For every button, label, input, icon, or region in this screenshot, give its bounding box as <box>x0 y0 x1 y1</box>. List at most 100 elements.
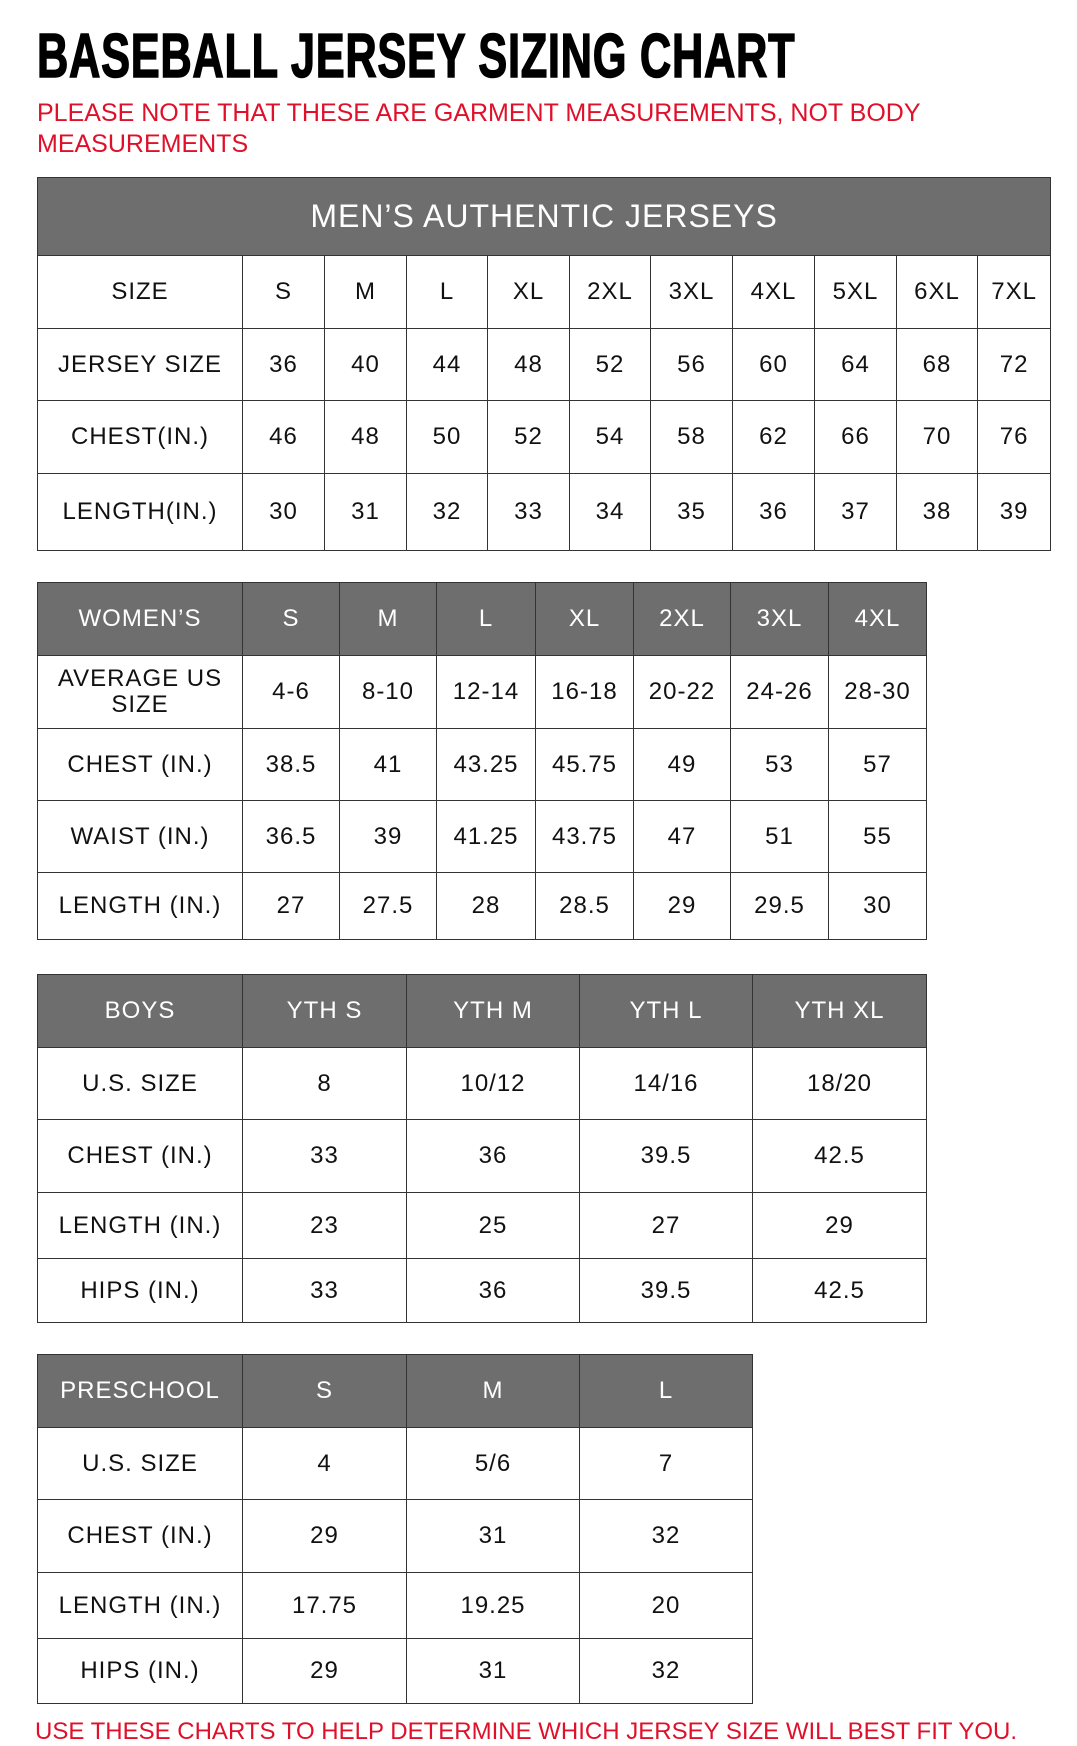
row-label: WAIST (IN.) <box>37 800 243 873</box>
row-label: CHEST (IN.) <box>37 728 243 801</box>
measurement-cell: 38.5 <box>242 728 340 801</box>
measurement-cell: 54 <box>569 400 651 474</box>
measurement-cell: 48 <box>487 328 570 401</box>
measurement-cell: 8-10 <box>339 655 437 729</box>
row-label: U.S. SIZE <box>37 1427 243 1500</box>
measurement-cell: 31 <box>406 1638 580 1704</box>
table-row: CHEST (IN.) 29 31 32 <box>37 1499 753 1573</box>
table-row: LENGTH (IN.) 17.75 19.25 20 <box>37 1572 753 1639</box>
measurement-cell: 28-30 <box>828 655 927 729</box>
measurement-cell: 7 <box>579 1427 753 1500</box>
measurement-cell: 60 <box>732 328 815 401</box>
table-row: U.S. SIZE 8 10/12 14/16 18/20 <box>37 1047 927 1120</box>
measurement-cell: 29 <box>242 1499 407 1573</box>
row-label: HIPS (IN.) <box>37 1258 243 1323</box>
measurement-cell: 32 <box>406 473 488 551</box>
measurement-cell: 16-18 <box>535 655 634 729</box>
table-row: CHEST(IN.) 46 48 50 52 54 58 62 66 70 76 <box>37 400 1052 474</box>
table-row: LENGTH (IN.) 27 27.5 28 28.5 29 29.5 30 <box>37 872 927 940</box>
measurement-cell: 10/12 <box>406 1047 580 1120</box>
table-row: WAIST (IN.) 36.5 39 41.25 43.75 47 51 55 <box>37 800 927 873</box>
measurement-cell: 36 <box>242 328 325 401</box>
measurement-cell: 37 <box>814 473 897 551</box>
size-header-cell: XL <box>535 582 634 656</box>
table-row: LENGTH (IN.) 23 25 27 29 <box>37 1192 927 1259</box>
measurement-cell: 43.75 <box>535 800 634 873</box>
measurement-cell: 27 <box>579 1192 753 1259</box>
measurement-cell: 64 <box>814 328 897 401</box>
measurement-cell: 33 <box>487 473 570 551</box>
measurement-cell: 23 <box>242 1192 407 1259</box>
measurement-cell: 51 <box>730 800 829 873</box>
measurement-cell: 30 <box>242 473 325 551</box>
measurement-cell: 45.75 <box>535 728 634 801</box>
preschool-size-table: PRESCHOOL S M L U.S. SIZE 4 5/6 7 CHEST (IN.) 29 3… <box>37 1354 753 1704</box>
measurement-cell: 29 <box>242 1638 407 1704</box>
row-label: JERSEY SIZE <box>37 328 243 401</box>
row-label: LENGTH (IN.) <box>37 1192 243 1259</box>
size-header-cell: L <box>406 255 488 329</box>
size-header-cell: L <box>436 582 536 656</box>
table-row: U.S. SIZE 4 5/6 7 <box>37 1427 753 1500</box>
measurement-cell: 30 <box>828 872 927 940</box>
measurement-cell: 55 <box>828 800 927 873</box>
size-header-cell: 4XL <box>732 255 815 329</box>
measurement-cell: 57 <box>828 728 927 801</box>
mens-size-table: MEN’S AUTHENTIC JERSEYS SIZE S M L XL 2XL 3XL 4X… <box>36 177 1052 551</box>
measurement-cell: 25 <box>406 1192 580 1259</box>
measurement-cell: 18/20 <box>752 1047 927 1120</box>
measurement-cell: 4-6 <box>242 655 340 729</box>
size-header-cell: 7XL <box>976 255 1052 329</box>
size-header-cell: 3XL <box>730 582 829 656</box>
measurement-cell: 42.5 <box>752 1258 927 1323</box>
table-header-row: WOMEN’S S M L XL 2XL 3XL 4XL <box>37 582 927 656</box>
measurement-cell: 31 <box>406 1499 580 1573</box>
size-header-cell: 2XL <box>633 582 731 656</box>
measurement-cell: 28.5 <box>535 872 634 940</box>
size-header-cell: YTH M <box>406 974 580 1048</box>
page-title: BASEBALL JERSEY SIZING CHART <box>36 22 796 91</box>
measurement-cell: 58 <box>650 400 733 474</box>
table-banner-row: MEN’S AUTHENTIC JERSEYS <box>36 177 1052 256</box>
size-header-cell: YTH S <box>242 974 407 1048</box>
measurement-cell: 39 <box>976 473 1052 551</box>
size-header-cell: S <box>242 1354 407 1428</box>
measurement-cell: 5/6 <box>406 1427 580 1500</box>
measurement-cell: 52 <box>487 400 570 474</box>
measurement-cell: 46 <box>242 400 325 474</box>
measurement-cell: 32 <box>579 1499 753 1573</box>
measurement-cell: 68 <box>896 328 978 401</box>
table-row: AVERAGE US SIZE 4-6 8-10 12-14 16-18 20-22 24-… <box>37 655 927 729</box>
row-label: LENGTH(IN.) <box>37 473 243 551</box>
measurement-cell: 33 <box>242 1258 407 1323</box>
size-header-cell: 3XL <box>650 255 733 329</box>
row-label: CHEST (IN.) <box>37 1499 243 1573</box>
measurement-cell: 39 <box>339 800 437 873</box>
measurement-cell: 56 <box>650 328 733 401</box>
measurement-cell: 41.25 <box>436 800 536 873</box>
size-header-cell: YTH XL <box>752 974 927 1048</box>
measurement-cell: 33 <box>242 1119 407 1193</box>
size-header-cell: 6XL <box>896 255 978 329</box>
measurement-cell: 50 <box>406 400 488 474</box>
measurement-cell: 32 <box>579 1638 753 1704</box>
measurement-cell: 62 <box>732 400 815 474</box>
measurement-cell: 27.5 <box>339 872 437 940</box>
measurement-cell: 24-26 <box>730 655 829 729</box>
measurement-cell: 20 <box>579 1572 753 1639</box>
footer-note: USE THESE CHARTS TO HELP DETERMINE WHICH… <box>35 1718 1018 1745</box>
measurement-cell: 44 <box>406 328 488 401</box>
table-row: CHEST (IN.) 33 36 39.5 42.5 <box>37 1119 927 1193</box>
measurement-cell: 12-14 <box>436 655 536 729</box>
row-label: HIPS (IN.) <box>37 1638 243 1704</box>
measurement-cell: 39.5 <box>579 1119 753 1193</box>
measurement-cell: 36 <box>406 1119 580 1193</box>
measurement-cell: 36.5 <box>242 800 340 873</box>
size-header-cell: YTH L <box>579 974 753 1048</box>
table-row: HIPS (IN.) 29 31 32 <box>37 1638 753 1704</box>
measurement-cell: 29.5 <box>730 872 829 940</box>
header-label: PRESCHOOL <box>37 1354 243 1428</box>
measurement-cell: 36 <box>406 1258 580 1323</box>
row-label: LENGTH (IN.) <box>37 872 243 940</box>
row-label: U.S. SIZE <box>37 1047 243 1120</box>
